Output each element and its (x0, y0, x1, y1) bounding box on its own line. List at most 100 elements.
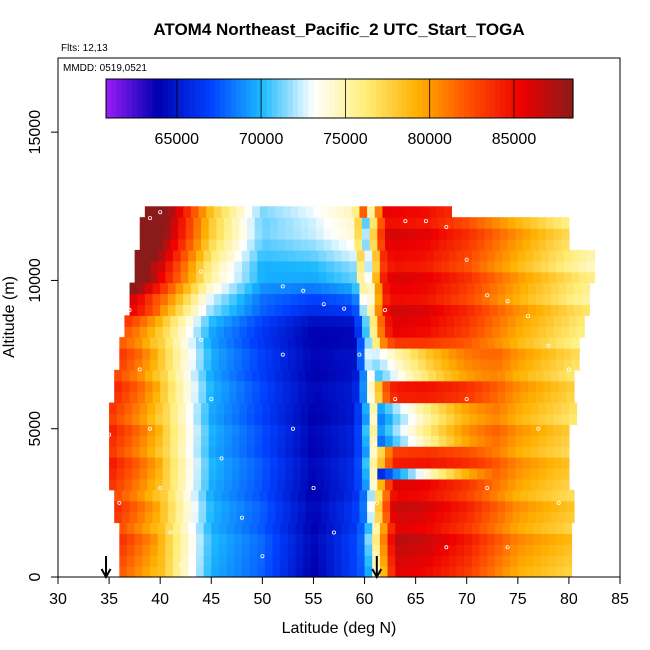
heatmap-cell (229, 511, 238, 524)
heatmap-cell (318, 566, 327, 578)
heatmap-cell (323, 478, 332, 491)
heatmap-cell (339, 326, 348, 338)
heatmap-cell (540, 358, 550, 371)
heatmap-cell (538, 217, 547, 229)
heatmap-cell (198, 293, 207, 306)
heatmap-cell (139, 228, 149, 240)
heatmap-cell (466, 380, 475, 393)
heatmap-cell (374, 282, 384, 295)
heatmap-cell (124, 413, 133, 425)
heatmap-cell (257, 358, 266, 371)
heatmap-cell (349, 337, 358, 349)
heatmap-cell (407, 435, 417, 447)
heatmap-cell (482, 511, 491, 524)
heatmap-cell (574, 282, 583, 295)
colorbar-segment (479, 79, 486, 118)
heatmap-cell (525, 566, 534, 578)
heatmap-cell (515, 217, 524, 229)
heatmap-cell (528, 369, 537, 382)
heatmap-cell (249, 522, 258, 534)
heatmap-cell (193, 446, 202, 458)
heatmap-cell (464, 533, 473, 545)
heatmap-cell (249, 566, 258, 578)
heatmap-cell (328, 391, 338, 404)
heatmap-cell (464, 522, 473, 534)
heatmap-cell (545, 478, 555, 491)
heatmap-cell (502, 348, 511, 360)
heatmap-cell (479, 544, 488, 556)
heatmap-cell (318, 544, 327, 556)
heatmap-cell (346, 402, 355, 415)
heatmap-cell (507, 315, 516, 327)
heatmap-cell (165, 337, 174, 349)
heatmap-cell (121, 380, 131, 393)
heatmap-cell (364, 555, 373, 567)
heatmap-cell (479, 337, 488, 349)
heatmap-cell (257, 271, 266, 284)
heatmap-cell (290, 293, 299, 306)
heatmap-cell (216, 217, 225, 229)
heatmap-cell (369, 478, 378, 491)
heatmap-cell (224, 424, 233, 436)
heatmap-cell (303, 348, 312, 360)
heatmap-cell (369, 446, 378, 458)
heatmap-cell (415, 402, 424, 415)
heatmap-cell (285, 478, 294, 491)
heatmap-cell (517, 271, 527, 284)
heatmap-cell (407, 228, 417, 240)
heatmap-cell (395, 337, 404, 349)
heatmap-cell (367, 293, 376, 306)
heatmap-cell (548, 348, 557, 360)
heatmap-cell (407, 413, 417, 425)
heatmap-cell (333, 522, 343, 534)
heatmap-cell (415, 457, 424, 469)
heatmap-cell (528, 293, 537, 306)
heatmap-cell (313, 391, 322, 404)
heatmap-cell (369, 326, 378, 338)
heatmap-cell (144, 380, 154, 393)
heatmap-cell (344, 293, 353, 306)
heatmap-cell (180, 358, 189, 371)
heatmap-cell (160, 391, 169, 404)
heatmap-cell (497, 500, 506, 513)
heatmap-cell (119, 533, 128, 545)
colorbar-segment (204, 79, 211, 118)
heatmap-cell (517, 260, 527, 273)
heatmap-cell (185, 315, 194, 327)
heatmap-cell (339, 435, 348, 447)
heatmap-cell (515, 478, 524, 491)
heatmap-cell (415, 326, 424, 338)
heatmap-cell (316, 402, 325, 415)
heatmap-cell (254, 228, 263, 240)
heatmap-cell (180, 544, 189, 556)
heatmap-cell (178, 424, 187, 436)
heatmap-cell (374, 369, 384, 382)
heatmap-cell (456, 533, 465, 545)
heatmap-cell (139, 457, 149, 469)
heatmap-cell (535, 282, 544, 295)
heatmap-cell (581, 293, 590, 306)
heatmap-cell (139, 239, 149, 251)
heatmap-cell (198, 282, 207, 295)
heatmap-cell (487, 555, 496, 567)
heatmap-cell (418, 260, 427, 273)
heatmap-cell (356, 566, 366, 578)
heatmap-cell (487, 522, 496, 534)
heatmap-cell (354, 239, 363, 251)
heatmap-cell (515, 402, 524, 415)
heatmap-cell (341, 533, 350, 545)
heatmap-cell (259, 293, 269, 306)
heatmap-cell (270, 435, 279, 447)
heatmap-cell (494, 249, 504, 262)
heatmap-cell (443, 391, 452, 404)
heatmap-cell (423, 239, 432, 251)
heatmap-cell (382, 293, 391, 306)
heatmap-cell (298, 391, 307, 404)
heatmap-cell (333, 533, 343, 545)
heatmap-cell (259, 380, 269, 393)
heatmap-cell (321, 282, 330, 295)
heatmap-cell (180, 555, 189, 567)
heatmap-cell (438, 239, 447, 251)
heatmap-cell (170, 457, 179, 469)
heatmap-cell (147, 402, 156, 415)
